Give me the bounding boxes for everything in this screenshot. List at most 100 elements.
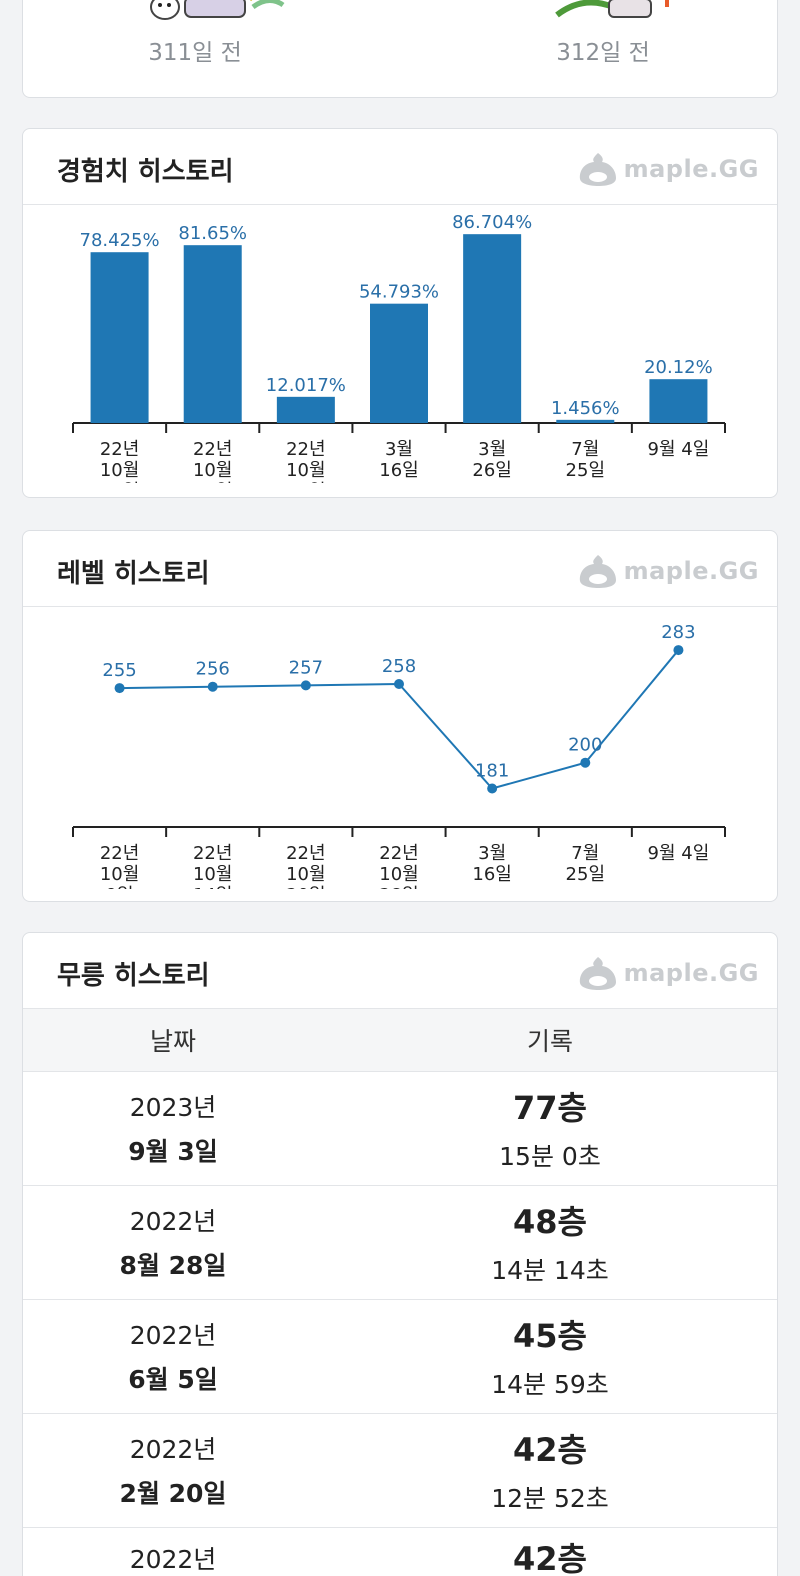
year-text: 2022년 [129, 1207, 217, 1236]
maplegg-logo: maple.GG [576, 955, 759, 991]
exp-bar [649, 379, 708, 423]
logo-text: maple.GG [623, 959, 759, 987]
exp-value-label: 86.704% [452, 212, 532, 233]
date-cell: 2022년 8월 28일 [23, 1185, 323, 1299]
level-value-label: 257 [289, 657, 323, 678]
days-ago-label: 311일 전 [148, 40, 242, 66]
slime-logo-icon [579, 555, 616, 588]
time-text: 12분 52초 [491, 1484, 609, 1513]
exp-history-card: 경험치 히스토리 maple.GG 22년 10월 27일 22년 10월 28일 22년 1… [22, 128, 778, 498]
level-value-label: 181 [475, 761, 509, 782]
maplegg-logo: maple.GG [576, 553, 759, 589]
exp-value-label: 81.65% [178, 223, 247, 244]
month-day-text: 8월 28일 [119, 1251, 227, 1280]
level-point [673, 645, 684, 656]
x-tick-label: 3월 16일 [472, 843, 511, 885]
floor-text: 42층 [513, 1431, 587, 1469]
x-tick-label: 3월 16일 [379, 439, 418, 481]
table-row: 2023년 9월 3일 77층 15분 0초 [23, 1071, 777, 1185]
level-line-chart: 22년 10월 9일 22년 10월 14일 22년 10월 20일 22년 10월 28일 3월 16일… [72, 622, 726, 902]
year-text: 2023년 [129, 1093, 217, 1122]
floor-text: 45층 [513, 1317, 587, 1355]
logo-text: maple.GG [623, 155, 759, 183]
card-title: 무릉 히스토리 [57, 961, 210, 991]
maplegg-logo: maple.GG [576, 151, 759, 187]
month-day-text: 2월 20일 [119, 1479, 227, 1508]
exp-bar [370, 303, 428, 423]
level-point [487, 783, 498, 794]
x-tick-label: 22년 10월 28일 [379, 843, 418, 902]
level-history-card: 레벨 히스토리 maple.GG 22년 10월 9일 22년 10월 14일 22년 10월… [22, 530, 778, 902]
mureung-table: 날짜 기록 2023년 9월 3일 77층 15분 0초 2022년 8월 28… [23, 1009, 777, 1576]
card-header: 경험치 히스토리 maple.GG [23, 129, 777, 205]
level-point [207, 681, 218, 692]
table-row: 2022년 2월 20일 42층 12분 52초 [23, 1413, 777, 1527]
character-sprite-1 [141, 0, 291, 21]
exp-value-label: 12.017% [266, 375, 346, 396]
exp-bar [276, 396, 335, 423]
time-text: 14분 14초 [491, 1256, 609, 1285]
record-cell: 77층 15분 0초 [323, 1071, 777, 1185]
table-row: 2022년 42층 [23, 1527, 777, 1576]
level-point [580, 757, 591, 768]
character-history-card: 311일 전 312일 전 [22, 0, 778, 98]
x-tick-label: 7월 25일 [566, 439, 605, 481]
record-cell: 42층 12분 52초 [323, 1413, 777, 1527]
x-tick-label: 22년 10월 14일 [193, 843, 232, 902]
x-tick-label: 22년 10월 20일 [286, 843, 325, 902]
date-cell: 2022년 2월 20일 [23, 1413, 323, 1527]
year-text: 2022년 [129, 1435, 217, 1464]
level-value-label: 283 [661, 622, 695, 643]
exp-bar [463, 234, 522, 423]
date-cell: 2023년 9월 3일 [23, 1071, 323, 1185]
x-tick-label: 9월 4일 [648, 843, 710, 864]
level-point [394, 679, 404, 689]
floor-text: 42층 [513, 1539, 587, 1576]
date-cell: 2022년 [23, 1527, 323, 1576]
date-column-header: 날짜 [149, 1026, 196, 1056]
year-text: 2022년 [129, 1544, 217, 1574]
level-value-label: 258 [382, 656, 416, 677]
mureung-history-card: 무릉 히스토리 maple.GG 날짜 기록 2023년 9월 3일 77층 1… [22, 932, 778, 1576]
days-ago-label: 312일 전 [556, 40, 650, 66]
card-header: 레벨 히스토리 maple.GG [23, 531, 777, 607]
floor-text: 77층 [513, 1089, 587, 1127]
x-tick-label: 22년 10월 27일 [100, 439, 139, 498]
record-cell: 45층 14분 59초 [323, 1299, 777, 1413]
logo-text: maple.GG [623, 557, 759, 585]
x-tick-label: 22년 10월 28일 [193, 439, 232, 498]
card-title: 경험치 히스토리 [57, 157, 234, 187]
slime-logo-icon [579, 153, 616, 186]
exp-value-label: 20.12% [644, 357, 713, 378]
level-point [114, 683, 125, 694]
time-text: 14분 59초 [491, 1370, 609, 1399]
month-day-text: 9월 3일 [128, 1137, 218, 1166]
date-cell: 2022년 6월 5일 [23, 1299, 323, 1413]
record-cell: 42층 [323, 1527, 777, 1576]
level-value-label: 255 [102, 660, 136, 681]
slime-logo-icon [579, 957, 616, 990]
exp-value-label: 78.425% [80, 230, 160, 251]
exp-value-label: 54.793% [359, 282, 439, 303]
level-point [300, 680, 311, 691]
record-cell: 48층 14분 14초 [323, 1185, 777, 1299]
time-text: 15분 0초 [499, 1142, 601, 1171]
exp-bar [183, 245, 242, 423]
table-row: 2022년 8월 28일 48층 14분 14초 [23, 1185, 777, 1299]
level-value-label: 256 [196, 659, 230, 680]
exp-bar [90, 252, 149, 423]
year-text: 2022년 [129, 1321, 217, 1350]
table-header-row: 날짜 기록 [23, 1009, 777, 1071]
level-value-label: 200 [568, 735, 602, 756]
character-sprite-2 [553, 0, 683, 21]
floor-text: 48층 [513, 1203, 587, 1241]
exp-bar-chart: 22년 10월 27일 22년 10월 28일 22년 10월 29일 3월 16일 3월 26일 7월 2… [72, 212, 726, 498]
x-tick-label: 22년 10월 29일 [286, 439, 325, 498]
card-title: 레벨 히스토리 [57, 559, 210, 589]
record-column-header: 기록 [526, 1026, 573, 1056]
x-tick-label: 7월 25일 [566, 843, 605, 885]
x-tick-label: 22년 10월 9일 [100, 843, 139, 902]
month-day-text: 6월 5일 [128, 1365, 218, 1394]
x-tick-label: 3월 26일 [472, 439, 511, 481]
table-row: 2022년 6월 5일 45층 14분 59초 [23, 1299, 777, 1413]
